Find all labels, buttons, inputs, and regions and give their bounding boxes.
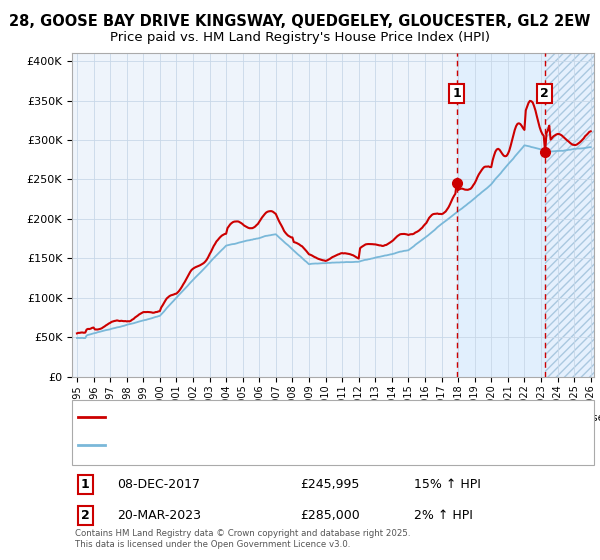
Bar: [545, 53, 594, 377]
Text: 2% ↑ HPI: 2% ↑ HPI: [414, 508, 473, 522]
Text: £285,000: £285,000: [300, 508, 360, 522]
Text: 1: 1: [81, 478, 90, 491]
Text: HPI: Average price, semi-detached house, Gloucester: HPI: Average price, semi-detached house,…: [111, 440, 389, 450]
Bar: [457, 53, 545, 377]
Bar: [545, 53, 594, 377]
Text: Contains HM Land Registry data © Crown copyright and database right 2025.
This d: Contains HM Land Registry data © Crown c…: [75, 529, 410, 549]
Text: Price paid vs. HM Land Registry's House Price Index (HPI): Price paid vs. HM Land Registry's House …: [110, 31, 490, 44]
Text: 08-DEC-2017: 08-DEC-2017: [117, 478, 200, 491]
Text: 2: 2: [81, 508, 90, 522]
Text: 15% ↑ HPI: 15% ↑ HPI: [414, 478, 481, 491]
Text: 20-MAR-2023: 20-MAR-2023: [117, 508, 201, 522]
Text: 1: 1: [452, 87, 461, 100]
Text: 28, GOOSE BAY DRIVE KINGSWAY, QUEDGELEY, GLOUCESTER, GL2 2EW: 28, GOOSE BAY DRIVE KINGSWAY, QUEDGELEY,…: [10, 14, 590, 29]
Text: £245,995: £245,995: [300, 478, 359, 491]
Text: 28, GOOSE BAY DRIVE KINGSWAY, QUEDGELEY, GLOUCESTER, GL2 2EW (semi-detached hous: 28, GOOSE BAY DRIVE KINGSWAY, QUEDGELEY,…: [111, 412, 600, 422]
Text: 2: 2: [540, 87, 549, 100]
